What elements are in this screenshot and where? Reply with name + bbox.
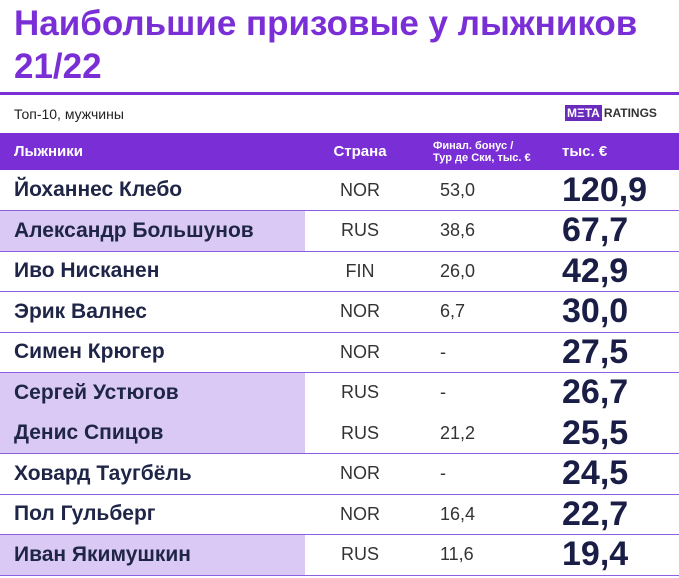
table-cell: 22,7: [562, 494, 629, 533]
header-line: Тур де Ски, тыс. €: [433, 151, 531, 164]
table-cell: NOR: [340, 463, 380, 483]
title: Наибольшие призовые у лыжников 21/22: [14, 4, 638, 86]
table-row: Йоханнес Клебо NOR 53,0 120,9: [0, 170, 679, 211]
table-row: Ховард Таугбёль NOR - 24,5: [0, 454, 679, 495]
table-cell: NOR: [340, 503, 380, 524]
table-cell: Йоханнес Клебо: [14, 178, 183, 201]
table-cell: RUS: [340, 544, 379, 564]
table-cell: Александр Большунов: [0, 210, 305, 251]
table-cell: RUS: [340, 382, 379, 402]
table-cell: Ховард Таугбёль: [14, 461, 192, 485]
table-cell: FIN: [345, 260, 375, 281]
header-cell: Лыжники: [14, 143, 83, 160]
table-cell: 26,7: [562, 373, 629, 411]
header-row: Лыжники Страна Финал. бонус / Тур де Ски, т…: [0, 133, 679, 170]
table-row: Эрик Валнес NOR 6,7 30,0: [0, 292, 679, 333]
table-row: Иво Нисканен FIN 26,0 42,9: [0, 251, 679, 292]
table-cell: -: [440, 463, 446, 483]
table-row: Пол Гульберг NOR 16,4 22,7: [0, 494, 679, 535]
table-cell: Эрик Валнес: [14, 299, 147, 323]
header-cell: Страна: [333, 143, 387, 160]
table-cell: Иво Нисканен: [14, 259, 160, 282]
table-cell: 38,6: [440, 220, 476, 240]
logo-text: RATINGS: [603, 106, 657, 120]
table-cell: NOR: [340, 301, 380, 321]
table-cell: Сергей Устюгов: [0, 372, 305, 413]
table-cell: 16,4: [440, 503, 476, 524]
table-cell: Иван Якимушкин: [0, 534, 305, 575]
header-cell: Финал. бонус / Тур де Ски, тыс. €: [415, 133, 550, 170]
table-cell: 19,4: [562, 535, 629, 573]
table-cell: 24,5: [562, 454, 629, 492]
table-cell: NOR: [340, 179, 380, 200]
table-cell: Пол Гульберг: [14, 502, 156, 525]
table-cell: 30,0: [562, 292, 629, 330]
subtitle: Топ-10, мужчины: [14, 106, 124, 122]
table-cell: 21,2: [440, 422, 476, 443]
table-cell: 26,0: [440, 260, 476, 281]
header-line: Финал. бонус /: [433, 139, 514, 152]
table-row: Денис Спицов RUS 21,2 25,5: [0, 413, 679, 454]
table-row: Симен Крюгер NOR - 27,5: [0, 332, 679, 373]
table-cell: Денис Спицов: [0, 413, 305, 453]
table-row: Александр Большунов RUS 38,6 67,7: [0, 210, 679, 252]
table-cell: 25,5: [562, 413, 629, 452]
table-cell: -: [440, 382, 446, 402]
logo: MΞTA RATINGS: [565, 105, 657, 121]
header-cell: тыс. €: [562, 143, 608, 160]
table-cell: 6,7: [440, 301, 466, 321]
table-cell: 11,6: [440, 544, 474, 564]
table-cell: -: [440, 341, 446, 362]
table-cell: 42,9: [562, 251, 629, 290]
table-cell: RUS: [340, 422, 379, 443]
table-row: Иван Якимушкин RUS 11,6 19,4: [0, 534, 679, 576]
table-cell: 53,0: [440, 179, 476, 200]
table-cell: NOR: [340, 341, 380, 362]
logo-box: MΞTA: [565, 105, 602, 121]
table-cell: 120,9: [562, 170, 648, 209]
table-cell: 67,7: [562, 211, 629, 249]
table-cell: 27,5: [562, 332, 629, 371]
table-cell: RUS: [340, 220, 379, 240]
table-row: Сергей Устюгов RUS - 26,7: [0, 372, 679, 414]
rule: [0, 92, 679, 95]
table-cell: Симен Крюгер: [14, 340, 165, 363]
